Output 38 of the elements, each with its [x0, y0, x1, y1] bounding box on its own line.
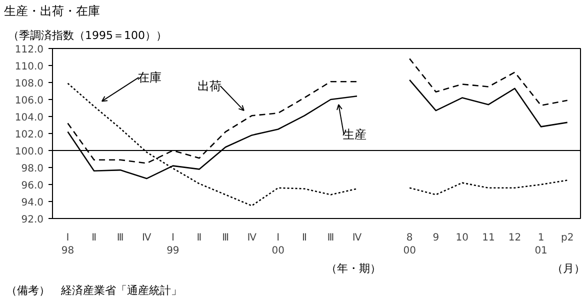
y-tick-label: 100.0 [14, 146, 44, 158]
chart-title: 生産・出荷・在庫 [4, 3, 100, 20]
x-tick-label: 8 00 [403, 232, 416, 257]
x-tick-label: 11 [482, 232, 495, 244]
x-tick-label: 10 [456, 232, 469, 244]
x-tick-label: 9 [432, 232, 440, 244]
x-tick-label: Ⅲ [222, 232, 229, 244]
y-tick-label: 102.0 [14, 130, 44, 140]
y-tick-label: 110.0 [14, 62, 44, 72]
text: （年・期） [326, 261, 381, 277]
x-tick-label: Ⅰ 00 [272, 232, 284, 257]
x-tick-label: 12 [508, 232, 522, 244]
text: 在庫 [137, 70, 162, 84]
y-tick-label: 108.0 [14, 78, 44, 90]
x-tick-label: Ⅳ [352, 232, 362, 244]
text: （備考） 経済産業省「通産統計」 [6, 283, 182, 299]
text: 生産 [342, 127, 366, 142]
y-tick-label: 96.0 [21, 180, 44, 192]
x-tick-label: 1 01 [534, 232, 548, 257]
x-tick-label: Ⅰ 99 [166, 232, 180, 257]
y-tick-label: 104.0 [14, 112, 44, 124]
y-tick-label: 106.0 [14, 96, 44, 106]
x-tick-label: Ⅰ 98 [61, 232, 74, 257]
x-tick-label: p2 [561, 232, 574, 244]
x-tick-label: Ⅱ [302, 232, 307, 244]
x-tick-label: Ⅲ [327, 232, 334, 244]
x-tick-label: Ⅱ [196, 232, 202, 244]
y-tick-label: 92.0 [21, 214, 44, 226]
y-tick-label: 112.0 [14, 44, 44, 56]
y-axis-title: （季調済指数（1995＝100）） [8, 28, 167, 44]
x-tick-label: Ⅳ [247, 232, 258, 244]
text: （月） [552, 261, 585, 277]
x-tick-label: Ⅳ [142, 232, 152, 244]
x-tick-label: Ⅱ [92, 232, 97, 244]
x-tick-label: Ⅲ [116, 232, 124, 244]
text: 出荷 [198, 78, 222, 93]
y-tick-label: 94.0 [21, 198, 44, 208]
y-tick-label: 98.0 [21, 164, 44, 174]
